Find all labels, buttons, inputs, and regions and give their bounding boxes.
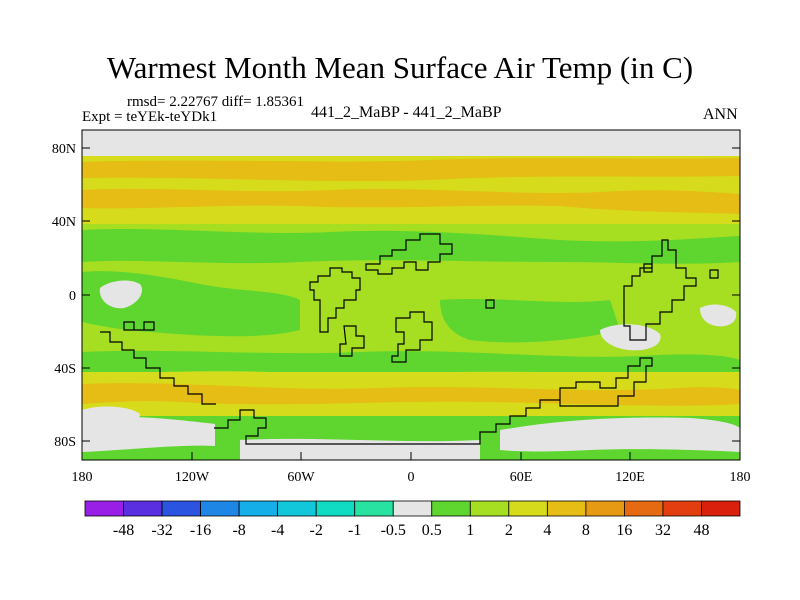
case-label: 441_2_MaBP - 441_2_MaBP — [311, 104, 502, 121]
asia-coast — [623, 239, 697, 341]
islands-coast — [485, 263, 719, 309]
colorbar-box-6 — [315, 500, 356, 517]
colorbar-box-4 — [238, 500, 279, 517]
africa-south-coast — [391, 311, 433, 363]
tropical-green-band — [82, 229, 740, 264]
colorbar-label-2: -16 — [190, 522, 211, 539]
missing-patch-east — [700, 304, 737, 327]
colorbar-label-4: -4 — [271, 522, 284, 539]
colorbar-label-5: -2 — [310, 522, 323, 539]
y-tick-labels: 80N 40N 0 40S 80S — [52, 142, 76, 450]
colorbar-box-3 — [200, 500, 240, 517]
arctic-missing-band — [82, 130, 740, 156]
antarctica-coast — [214, 399, 560, 445]
colorbar: -48 -32 -16 -8 -4 -2 -1 -0.5 0.5 1 2 4 8 16 32 48 — [84, 500, 741, 539]
colorbar-box-0 — [84, 500, 124, 517]
y-tick-label-80s: 80S — [54, 435, 76, 450]
colorbar-label-13: 16 — [616, 522, 632, 539]
y-tick-label-40s: 40S — [54, 362, 76, 377]
colorbar-box-9 — [431, 500, 471, 517]
colorbar-box-2 — [161, 500, 201, 517]
colorbar-label-12: 8 — [582, 522, 590, 539]
plot-title: Warmest Month Mean Surface Air Temp (in … — [106, 50, 694, 85]
missing-patch-southwest — [82, 406, 140, 429]
x-tick-label-60e: 60E — [510, 470, 533, 485]
tick-marks — [81, 147, 741, 460]
colorbar-box-8 — [392, 500, 433, 517]
y-tick-label-80n: 80N — [52, 142, 76, 157]
x-tick-labels: 180 120W 60W 0 60E 120E 180 — [72, 470, 751, 485]
antarctic-missing-mid — [240, 438, 480, 460]
colorbar-box-12 — [546, 500, 587, 517]
x-tick-label-120e: 120E — [615, 470, 645, 485]
patagonia-coast — [100, 331, 216, 405]
pacific-isle-coast — [123, 321, 155, 331]
stats-text: rmsd= 2.22767 diff= 1.85361 — [127, 94, 305, 110]
colorbar-label-14: 32 — [655, 522, 671, 539]
x-tick-label-60w: 60W — [287, 470, 315, 485]
colorbar-label-3: -8 — [232, 522, 245, 539]
australia-coast — [559, 357, 653, 407]
colorbar-label-10: 2 — [505, 522, 513, 539]
colorbar-label-9: 1 — [466, 522, 474, 539]
antarctic-missing-east — [500, 417, 740, 452]
colorbar-box-15 — [662, 500, 702, 517]
y-tick-label-0: 0 — [69, 289, 76, 304]
southern-green-band — [82, 350, 740, 375]
north-gold-band-1 — [82, 158, 740, 182]
colorbar-label-8: 0.5 — [422, 522, 442, 539]
x-tick-label-120w: 120W — [175, 470, 210, 485]
south-america-coast — [309, 267, 361, 333]
colorbar-label-6: -1 — [348, 522, 361, 539]
experiment-label: Expt = teYEk-teYDk1 — [82, 109, 218, 125]
colorbar-box-16 — [701, 500, 741, 517]
colorbar-label-1: -32 — [151, 522, 172, 539]
colorbar-box-5 — [277, 500, 317, 517]
colorbar-box-10 — [469, 500, 510, 517]
x-tick-label-0: 0 — [408, 470, 415, 485]
madagascar-coast — [339, 325, 365, 357]
colorbar-box-14 — [624, 500, 664, 517]
colorbar-label-7: -0.5 — [381, 522, 406, 539]
x-tick-label-180w: 180 — [72, 470, 93, 485]
colorbar-box-11 — [508, 500, 548, 517]
indian-green-band — [440, 299, 620, 343]
coastlines — [100, 233, 719, 445]
africa-coast — [365, 233, 453, 275]
temperature-field — [82, 130, 740, 460]
colorbar-box-13 — [585, 500, 625, 517]
colorbar-box-7 — [354, 500, 394, 517]
north-gold-band-2 — [82, 188, 740, 214]
colorbar-label-15: 48 — [693, 522, 709, 539]
colorbar-box-1 — [123, 500, 163, 517]
x-tick-label-180e: 180 — [730, 470, 751, 485]
south-gold-band — [82, 383, 740, 406]
colorbar-label-11: 4 — [543, 522, 551, 539]
colorbar-label-0: -48 — [113, 522, 134, 539]
season-label: ANN — [703, 106, 738, 123]
y-tick-label-40n: 40N — [52, 215, 76, 230]
missing-patch-pacific — [99, 280, 143, 309]
